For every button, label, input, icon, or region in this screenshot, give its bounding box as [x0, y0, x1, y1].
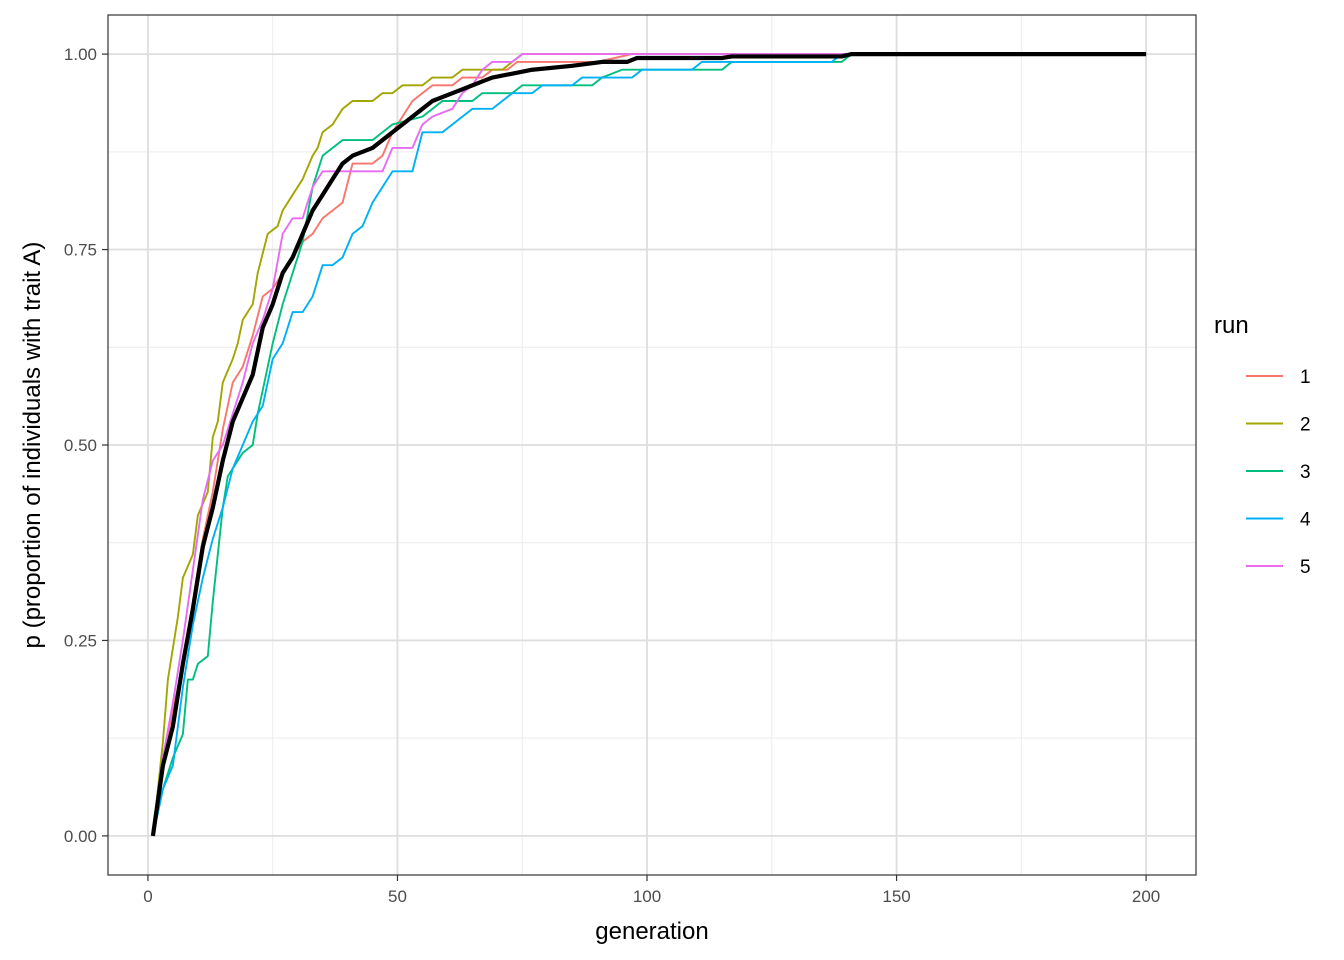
legend-label-run-1: 1 — [1300, 367, 1311, 388]
y-axis-title: p (proportion of individuals with trait … — [19, 242, 46, 649]
y-axis-ticks: 0.00 0.25 0.50 0.75 1.00 — [64, 45, 108, 846]
series-line-run-1 — [151, 53, 1147, 837]
legend-label-run-2: 2 — [1300, 415, 1311, 436]
x-tick-label: 50 — [388, 887, 407, 906]
legend-title: run — [1214, 312, 1249, 339]
legend-label-run-4: 4 — [1300, 510, 1311, 531]
y-tick-label: 1.00 — [64, 45, 97, 64]
x-axis-title: generation — [595, 918, 708, 945]
x-tick-label: 0 — [143, 887, 152, 906]
x-tick-label: 200 — [1132, 887, 1160, 906]
legend-label-run-5: 5 — [1300, 557, 1311, 578]
x-axis-ticks: 0 50 100 150 200 — [143, 875, 1160, 906]
series-line-run-4 — [151, 53, 1147, 837]
y-tick-label: 0.50 — [64, 436, 97, 455]
x-tick-label: 100 — [633, 887, 661, 906]
x-tick-label: 150 — [882, 887, 910, 906]
y-tick-label: 0.75 — [64, 241, 97, 260]
series-lines — [150, 51, 1147, 837]
minor-gridlines — [108, 15, 1196, 875]
y-tick-label: 0.25 — [64, 631, 97, 650]
major-gridlines — [108, 15, 1196, 875]
y-tick-label: 0.00 — [64, 827, 97, 846]
series-line-mean — [150, 51, 1147, 837]
legend: run 1 2 3 4 5 — [1214, 312, 1311, 578]
legend-label-run-3: 3 — [1300, 462, 1311, 483]
